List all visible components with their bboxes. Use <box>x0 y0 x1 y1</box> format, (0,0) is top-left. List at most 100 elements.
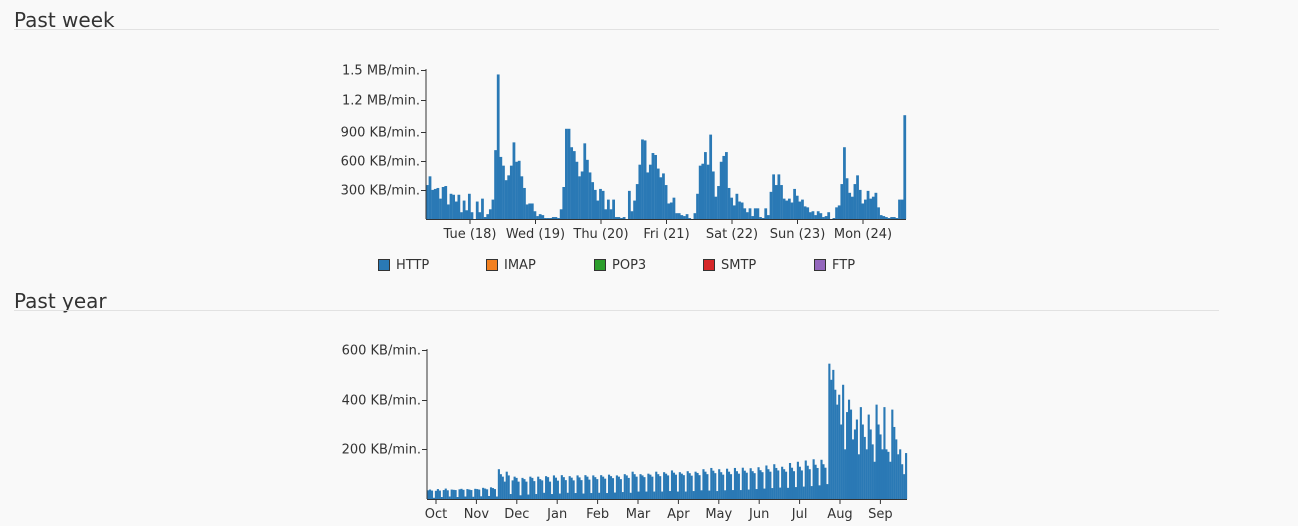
bar[interactable] <box>900 199 904 219</box>
bar[interactable] <box>696 472 699 499</box>
bar[interactable] <box>675 213 678 219</box>
bar[interactable] <box>567 128 571 219</box>
bar[interactable] <box>688 218 692 219</box>
bar[interactable] <box>840 184 844 219</box>
bar[interactable] <box>683 216 686 219</box>
bar[interactable] <box>816 467 819 499</box>
bar[interactable] <box>513 476 516 499</box>
bar[interactable] <box>568 476 571 499</box>
bar[interactable] <box>481 198 484 219</box>
bar[interactable] <box>529 476 532 499</box>
bar[interactable] <box>866 190 870 219</box>
bar[interactable] <box>819 213 823 219</box>
bar[interactable] <box>460 212 463 219</box>
bar[interactable] <box>427 490 430 499</box>
bar[interactable] <box>505 471 508 499</box>
bar[interactable] <box>525 204 529 219</box>
bar[interactable] <box>903 115 907 219</box>
bar[interactable] <box>753 473 756 499</box>
bar[interactable] <box>496 74 500 220</box>
bar[interactable] <box>531 477 534 499</box>
bar[interactable] <box>711 171 715 219</box>
bar[interactable] <box>883 407 886 499</box>
bar[interactable] <box>773 464 776 499</box>
legend-item-http[interactable]: HTTP <box>378 256 429 274</box>
bar[interactable] <box>843 147 846 219</box>
bar[interactable] <box>892 217 896 219</box>
bar[interactable] <box>635 184 639 219</box>
bar[interactable] <box>659 476 662 499</box>
bar[interactable] <box>551 217 555 219</box>
bar[interactable] <box>545 476 548 499</box>
bar[interactable] <box>714 196 718 219</box>
bar[interactable] <box>483 217 487 219</box>
bar[interactable] <box>467 193 471 219</box>
bar[interactable] <box>549 218 553 219</box>
bar[interactable] <box>812 459 815 499</box>
bar[interactable] <box>853 429 857 499</box>
bar[interactable] <box>735 471 738 499</box>
bar[interactable] <box>428 489 432 499</box>
bar[interactable] <box>530 203 534 219</box>
bar[interactable] <box>464 496 467 499</box>
bar[interactable] <box>576 475 579 499</box>
bar[interactable] <box>643 477 646 499</box>
bar[interactable] <box>739 490 742 499</box>
bar[interactable] <box>470 490 473 499</box>
bar[interactable] <box>827 212 831 219</box>
bar[interactable] <box>661 491 664 499</box>
bar[interactable] <box>438 490 441 499</box>
bar[interactable] <box>792 471 796 499</box>
bar[interactable] <box>436 489 439 499</box>
bar[interactable] <box>698 165 702 219</box>
bar[interactable] <box>877 207 880 219</box>
bar[interactable] <box>662 173 665 219</box>
bar[interactable] <box>733 467 737 499</box>
bar[interactable] <box>507 175 511 219</box>
bar[interactable] <box>741 467 744 499</box>
bar[interactable] <box>767 469 770 499</box>
bar[interactable] <box>523 479 526 499</box>
bar[interactable] <box>519 495 522 499</box>
bar[interactable] <box>895 218 899 219</box>
bar[interactable] <box>504 180 508 219</box>
bar[interactable] <box>782 198 786 219</box>
bar[interactable] <box>738 201 741 219</box>
bar[interactable] <box>729 474 733 499</box>
bar[interactable] <box>706 164 710 219</box>
bar[interactable] <box>582 493 585 499</box>
bar[interactable] <box>777 174 781 219</box>
bar[interactable] <box>586 476 589 499</box>
bar[interactable] <box>599 188 602 219</box>
bar[interactable] <box>676 491 679 499</box>
bar[interactable] <box>848 192 852 219</box>
bar[interactable] <box>806 207 810 219</box>
bar[interactable] <box>517 160 521 219</box>
bar[interactable] <box>570 147 574 219</box>
bar[interactable] <box>488 209 492 219</box>
bar[interactable] <box>698 475 701 499</box>
bar[interactable] <box>621 492 624 499</box>
legend-item-imap[interactable]: IMAP <box>486 256 536 274</box>
bar[interactable] <box>428 176 432 219</box>
bar[interactable] <box>541 215 545 219</box>
bar[interactable] <box>523 187 526 219</box>
bar[interactable] <box>801 199 804 219</box>
bar[interactable] <box>515 477 518 499</box>
bar[interactable] <box>493 489 497 499</box>
bar[interactable] <box>570 477 573 499</box>
bar[interactable] <box>482 487 485 499</box>
bar[interactable] <box>863 436 866 499</box>
bar[interactable] <box>890 217 894 219</box>
bar[interactable] <box>678 472 681 499</box>
bar[interactable] <box>769 191 773 219</box>
bar[interactable] <box>646 172 650 219</box>
bar[interactable] <box>748 208 752 219</box>
bar[interactable] <box>592 475 595 499</box>
bar[interactable] <box>766 215 770 219</box>
bar[interactable] <box>670 470 674 499</box>
bar[interactable] <box>727 187 731 219</box>
bar[interactable] <box>507 475 510 499</box>
bar[interactable] <box>623 474 626 499</box>
bar[interactable] <box>475 201 479 219</box>
